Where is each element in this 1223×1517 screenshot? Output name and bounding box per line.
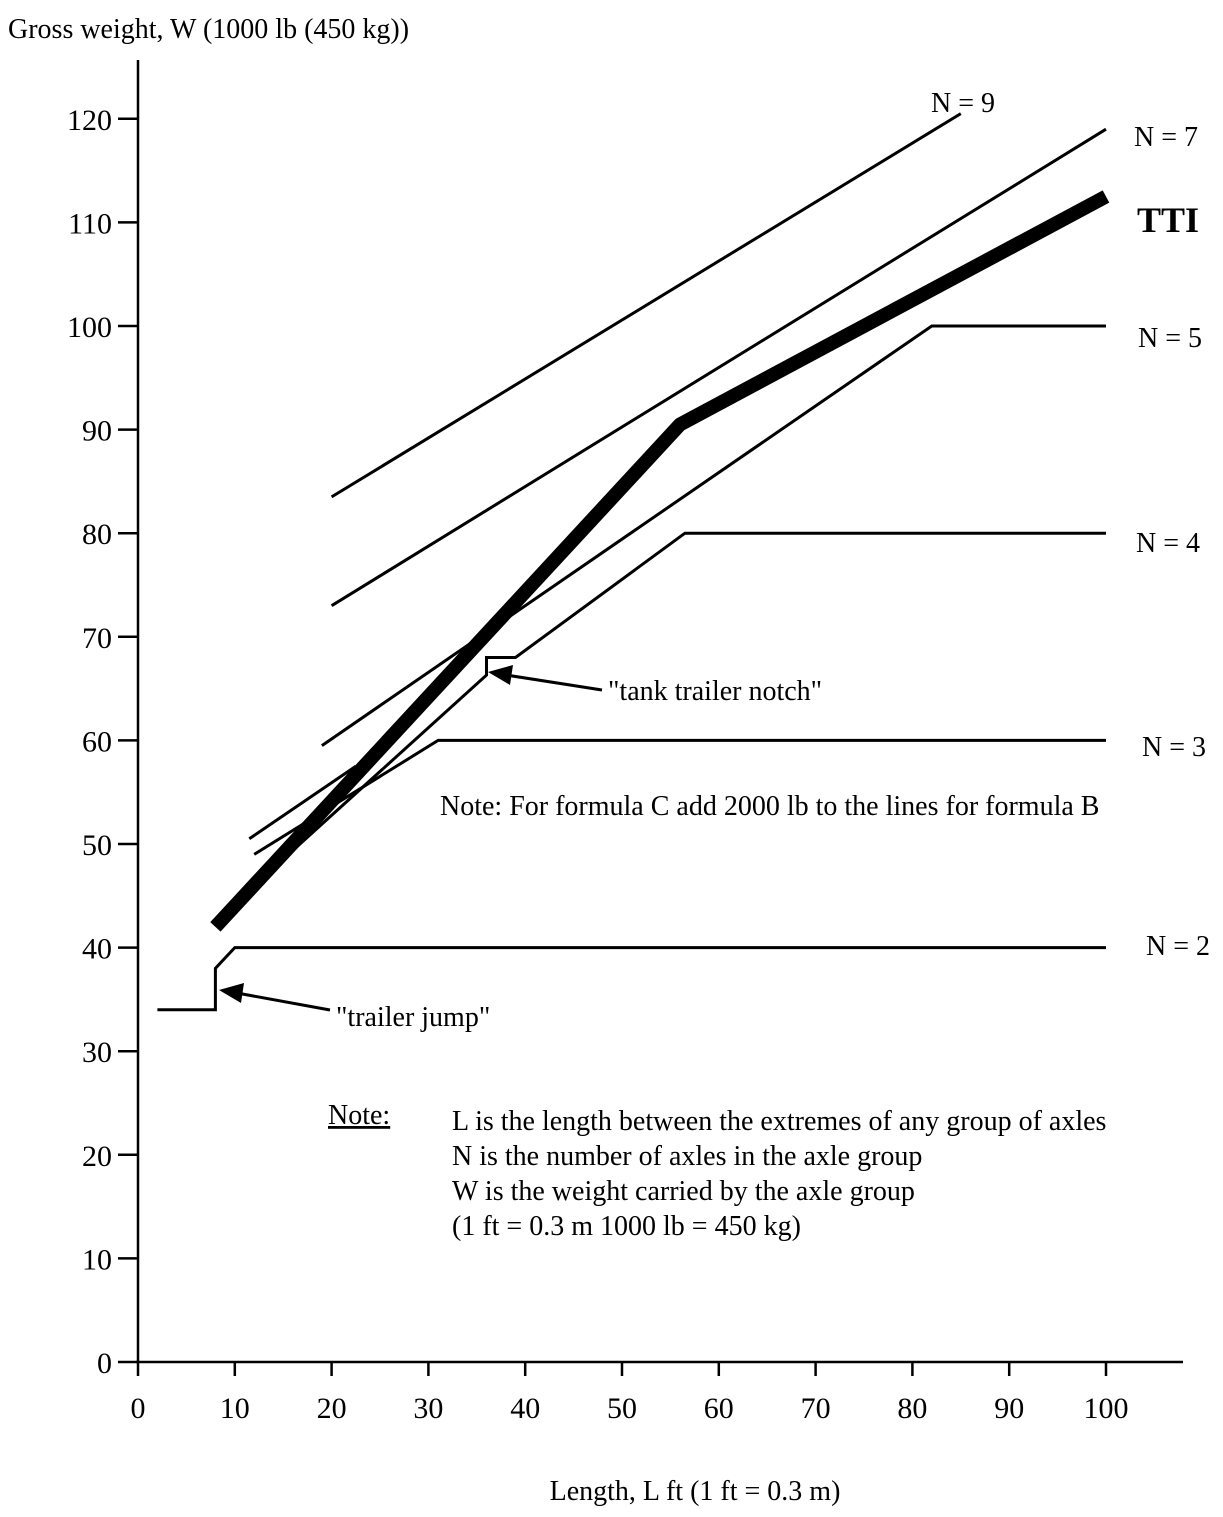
trailer-jump-arrowhead [219,983,244,1003]
x-tick-label: 30 [413,1392,443,1425]
tank-notch-arrowhead [488,665,513,685]
x-tick-label: 100 [1084,1392,1129,1425]
y-axis-title: Gross weight, W (1000 lb (450 kg)) [8,14,409,45]
series-label: N = 7 [1134,122,1198,153]
x-ticks: 0 10 20 30 40 50 60 70 80 90 100 [131,1362,1129,1425]
y-tick-label: 20 [82,1140,112,1173]
tank-notch-arrow [505,673,603,692]
x-tick-label: 50 [607,1392,637,1425]
x-axis-title: Length, L ft (1 ft = 0.3 m) [550,1476,841,1507]
x-tick-label: 70 [801,1392,831,1425]
formula-note: Note: For formula C add 2000 lb to the l… [440,791,1099,822]
series-line-n-4 [253,531,1106,887]
series-label: N = 5 [1138,323,1202,354]
x-tick-label: 0 [131,1392,146,1425]
series-line-n-5 [321,324,1106,747]
x-tick-label: 40 [510,1392,540,1425]
series-line-n-2 [157,946,1106,1012]
y-ticks: 0 10 20 30 40 50 60 70 80 90 100 110 120 [67,104,138,1380]
y-tick-label: 100 [67,311,112,344]
y-tick-label: 50 [82,829,112,862]
series-layer [157,112,1110,1012]
y-tick-label: 70 [82,622,112,655]
x-tick-label: 90 [994,1392,1024,1425]
note-heading: Note: [328,1100,390,1131]
series-line-unnamed-7 [248,765,357,841]
trailer-jump-annotation: "trailer jump" [219,983,490,1033]
note-line: N is the number of axles in the axle gro… [452,1141,922,1172]
y-tick-label: 90 [82,415,112,448]
series-label: N = 2 [1146,931,1210,962]
y-tick-label: 60 [82,725,112,758]
x-tick-label: 80 [897,1392,927,1425]
tank-notch-annotation: "tank trailer notch" [488,665,822,707]
series-label: N = 4 [1136,528,1200,559]
y-tick-label: 30 [82,1036,112,1069]
trailer-jump-arrow [236,991,331,1012]
x-tick-label: 20 [317,1392,347,1425]
series-line-n-7 [330,127,1107,607]
note-line: W is the weight carried by the axle grou… [452,1176,915,1207]
x-tick-label: 60 [704,1392,734,1425]
x-tick-label: 10 [220,1392,250,1425]
series-line-tti [210,190,1110,932]
tank-notch-label: "tank trailer notch" [608,676,822,707]
series-label: N = 3 [1142,732,1206,763]
trailer-jump-label: "trailer jump" [336,1002,490,1033]
notes-block: Note: L is the length between the extrem… [328,1100,1106,1242]
y-tick-label: 40 [82,933,112,966]
note-line: (1 ft = 0.3 m 1000 lb = 450 kg) [452,1211,801,1242]
y-tick-label: 10 [82,1243,112,1276]
series-label: N = 9 [931,88,995,119]
series-label: TTI [1137,200,1199,240]
y-tick-label: 80 [82,518,112,551]
series-line-n-9 [330,112,962,499]
y-tick-label: 110 [68,207,112,240]
note-line: L is the length between the extremes of … [452,1106,1106,1137]
series-labels: N = 2 N = 3 N = 4 N = 5 N = 7 N = 9 TTI [931,88,1210,962]
y-tick-label: 120 [67,104,112,137]
y-tick-label: 0 [97,1347,112,1380]
